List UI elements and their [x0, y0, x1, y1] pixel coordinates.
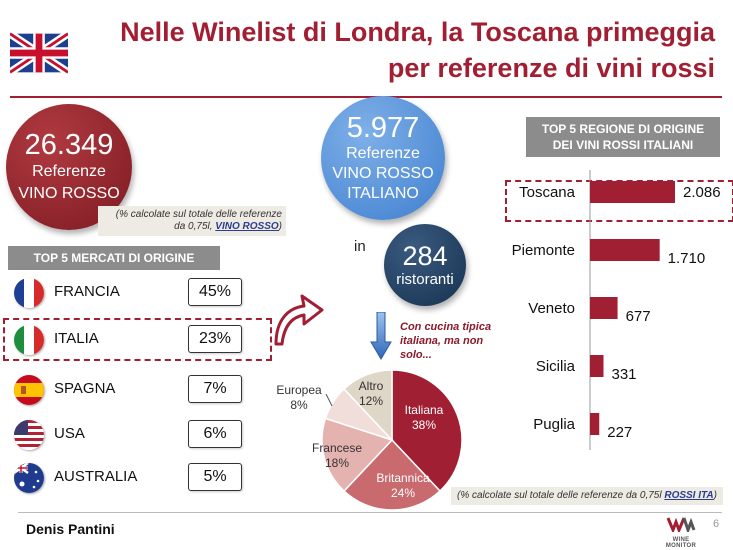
title-line-1: Nelle Winelist di Londra, la Toscana pri…	[120, 17, 715, 47]
country-pct: 7%	[188, 375, 242, 403]
bar	[590, 297, 618, 319]
usa-flag-icon	[14, 420, 44, 450]
country-pct: 23%	[188, 325, 242, 353]
pie-slice	[343, 369, 393, 442]
country-name: AUSTRALIA	[54, 468, 138, 485]
france-flag-icon	[14, 278, 44, 308]
list-item: SPAGNA 7%	[12, 372, 252, 408]
curved-arrow-icon	[274, 294, 324, 346]
pie-slice-name: Altro	[359, 379, 384, 393]
bar	[590, 181, 675, 203]
bar-value-label: 1.710	[668, 250, 706, 267]
cucina-note: Con cucina tipica italiana, ma non solo.…	[400, 321, 492, 361]
pie-slice-name: Europea	[276, 383, 322, 397]
title-line-2: per referenze di vini rossi	[387, 53, 715, 83]
pie-slice-name: Francese	[312, 441, 362, 455]
winemonitor-logo: WINE MONITOR	[658, 516, 704, 549]
kpi-italiano-bubble: 5.977 Referenze VINO ROSSO ITALIANO	[321, 96, 445, 220]
pie-slice-name: Italiana	[405, 403, 444, 417]
note-referenze-suffix: )	[278, 221, 282, 232]
bar	[590, 413, 600, 435]
list-item: USA 6%	[12, 417, 252, 453]
bar-category-label: Piemonte	[512, 242, 575, 259]
uk-flag-icon	[10, 32, 68, 74]
spain-flag-icon	[14, 375, 44, 405]
list-item: ITALIA 23%	[12, 322, 252, 358]
kpi-referenze-line2: VINO ROSSO	[18, 185, 120, 202]
note-referenze-text: (% calcolate sul totale delle referenze …	[115, 209, 282, 232]
kpi-italiano-value: 5.977	[346, 112, 420, 144]
kpi-ristoranti-label: ristoranti	[396, 271, 454, 288]
regioni-bar-chart: Toscana 2.086 Piemonte 1.710 Veneto 677 Sicili…	[512, 170, 721, 450]
italy-flag-icon	[14, 325, 44, 355]
bar	[590, 239, 660, 261]
country-name: ITALIA	[54, 330, 99, 347]
bar-category-label: Sicilia	[536, 358, 576, 375]
kpi-referenze-line1: Referenze	[32, 163, 106, 180]
kpi-italiano-line3: ITALIANO	[347, 185, 419, 202]
australia-flag-icon	[14, 463, 44, 493]
pie-slice-value: 12%	[359, 394, 383, 408]
note-regioni-text: (% calcolate sul totale delle referenze …	[457, 490, 665, 501]
bar	[590, 355, 604, 377]
bar-value-label: 227	[607, 424, 632, 441]
bar-category-label: Veneto	[528, 300, 575, 317]
note-referenze: (% calcolate sul totale delle referenze …	[98, 206, 286, 236]
footer-author: Denis Pantini	[26, 521, 115, 537]
logo-icon	[666, 517, 696, 535]
bar-value-label: 331	[611, 366, 636, 383]
italia-highlight	[3, 318, 272, 361]
kpi-referenze-value: 26.349	[24, 129, 114, 161]
pie-leader-line	[325, 393, 333, 407]
mercati-header: TOP 5 MERCATI DI ORIGINE	[8, 246, 220, 270]
pie-slice	[343, 438, 441, 511]
list-item: AUSTRALIA 5%	[12, 460, 252, 496]
kpi-ristoranti-bubble: 284 ristoranti	[384, 224, 466, 306]
country-pct: 45%	[188, 278, 242, 306]
pie-slice-value: 8%	[290, 398, 308, 412]
bar-category-label: Toscana	[519, 184, 576, 201]
bar-value-label: 677	[626, 308, 651, 325]
pie-slice	[321, 417, 394, 493]
note-regioni: (% calcolate sul totale delle referenze …	[451, 487, 723, 505]
country-pct: 5%	[188, 463, 242, 491]
pie-slice-value: 38%	[412, 418, 436, 432]
kpi-ristoranti-value: 284	[402, 241, 448, 271]
pie-slice-value: 24%	[391, 486, 415, 500]
kpi-italiano-line2: VINO ROSSO	[332, 165, 434, 182]
bar-value-label: 2.086	[683, 184, 721, 201]
country-name: FRANCIA	[54, 283, 120, 300]
page-title: Nelle Winelist di Londra, la Toscana pri…	[120, 14, 715, 86]
in-label: in	[354, 238, 366, 255]
logo-text: WINE MONITOR	[665, 537, 697, 549]
page-number: 6	[713, 518, 720, 530]
kpi-italiano-line1: Referenze	[346, 145, 420, 162]
bar-category-label: Puglia	[533, 416, 575, 433]
country-name: SPAGNA	[54, 380, 116, 397]
pie-slice	[391, 369, 463, 493]
country-pct: 6%	[188, 420, 242, 448]
footer-divider	[18, 512, 722, 513]
pie-slice-name: Britannica	[376, 471, 430, 485]
country-name: USA	[54, 425, 85, 442]
down-arrow-icon	[370, 312, 392, 360]
note-regioni-suffix: )	[713, 490, 717, 501]
title-divider	[10, 96, 722, 98]
note-regioni-link[interactable]: ROSSI ITA	[664, 490, 714, 501]
regioni-header: TOP 5 REGIONE DI ORIGINE DEI VINI ROSSI …	[526, 117, 720, 157]
pie-slice-value: 18%	[325, 456, 349, 470]
note-referenze-link[interactable]: VINO ROSSO	[215, 221, 279, 232]
list-item: FRANCIA 45%	[12, 275, 252, 311]
